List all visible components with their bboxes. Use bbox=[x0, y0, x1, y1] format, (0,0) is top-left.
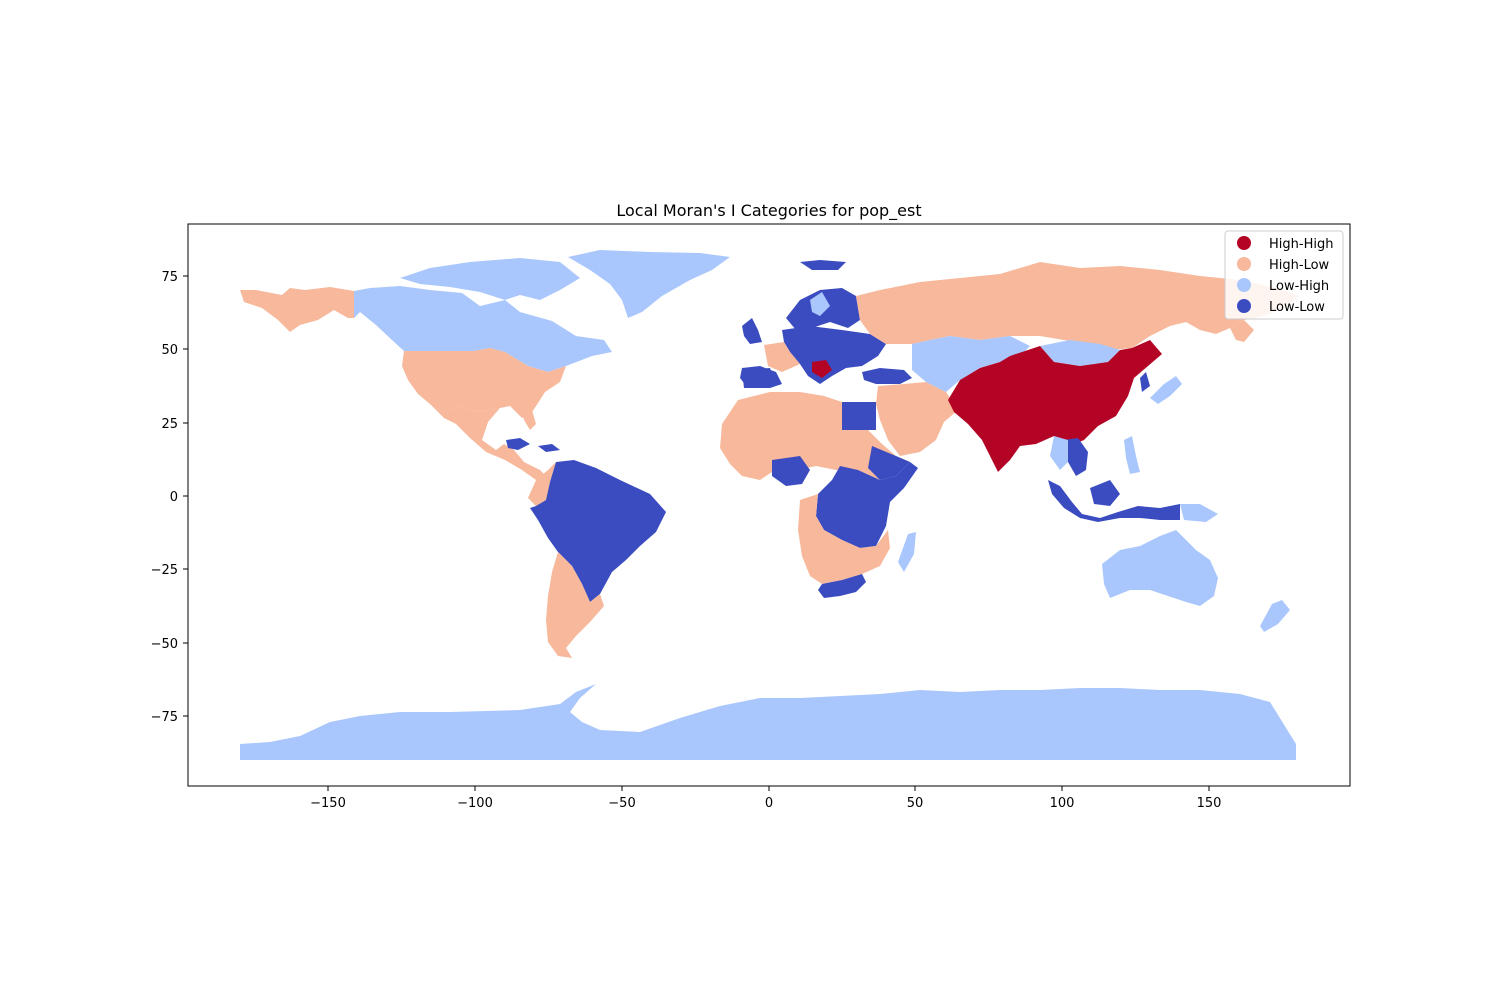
x-tick-label: 100 bbox=[1050, 796, 1075, 811]
region-central-asia bbox=[912, 336, 1030, 392]
region-nigeria bbox=[772, 456, 810, 486]
region-papua bbox=[1180, 504, 1218, 522]
map-title: Local Moran's I Categories for pop_est bbox=[616, 201, 921, 221]
legend-marker-high-low bbox=[1237, 257, 1251, 271]
region-caribbean bbox=[506, 438, 530, 450]
region-egypt bbox=[842, 402, 876, 430]
legend-marker-high-high bbox=[1237, 236, 1251, 250]
region-iberia bbox=[742, 368, 774, 388]
region-thailand bbox=[1050, 436, 1068, 470]
region-caribbean-east bbox=[538, 444, 560, 452]
region-middle-east bbox=[876, 382, 958, 456]
region-russia bbox=[856, 262, 1300, 350]
region-united-states bbox=[402, 348, 566, 418]
region-uk bbox=[742, 318, 762, 344]
region-arctic-islands bbox=[400, 258, 580, 300]
x-tick-label: 150 bbox=[1197, 796, 1222, 811]
region-antarctica bbox=[240, 684, 1296, 760]
region-finland bbox=[810, 292, 830, 316]
region-florida bbox=[522, 410, 536, 430]
region-southern-africa bbox=[798, 494, 890, 584]
region-australia bbox=[1102, 530, 1218, 606]
y-tick-label: 25 bbox=[161, 417, 178, 432]
legend-label-high-high: High-High bbox=[1269, 237, 1333, 252]
region-vietnam-laos bbox=[1064, 438, 1088, 476]
x-tick-label: −50 bbox=[608, 796, 635, 811]
x-axis: −150 −100 −50 0 50 100 150 bbox=[310, 786, 1221, 811]
region-south-america-north bbox=[530, 460, 666, 602]
region-borneo bbox=[1090, 480, 1120, 506]
legend: High-High High-Low Low-High Low-Low bbox=[1224, 230, 1344, 320]
legend-box bbox=[1224, 230, 1344, 320]
region-turkey bbox=[862, 368, 912, 384]
region-philippines bbox=[1124, 436, 1140, 474]
region-south-africa bbox=[818, 574, 866, 598]
region-southern-cone bbox=[546, 552, 604, 658]
region-alaska bbox=[240, 287, 354, 332]
y-tick-label: 0 bbox=[170, 490, 178, 505]
legend-marker-low-high bbox=[1237, 278, 1251, 292]
legend-marker-low-low bbox=[1237, 299, 1251, 313]
x-tick-label: −150 bbox=[310, 796, 346, 811]
region-korea bbox=[1140, 372, 1150, 392]
region-central-east-africa bbox=[816, 462, 918, 548]
x-tick-label: 50 bbox=[907, 796, 924, 811]
legend-label-high-low: High-Low bbox=[1269, 258, 1330, 273]
y-tick-label: −75 bbox=[151, 710, 178, 725]
region-kamchatka bbox=[1230, 320, 1254, 342]
y-tick-label: 75 bbox=[161, 270, 178, 285]
y-tick-label: −25 bbox=[151, 563, 178, 578]
region-north-africa bbox=[720, 392, 910, 480]
region-colombia bbox=[528, 462, 556, 506]
region-balkans bbox=[812, 360, 832, 378]
region-svalbard bbox=[800, 260, 846, 270]
legend-label-low-low: Low-Low bbox=[1269, 300, 1325, 315]
y-tick-label: −50 bbox=[151, 637, 178, 652]
region-horn-of-africa bbox=[868, 446, 910, 480]
region-mongolia bbox=[1040, 340, 1120, 366]
region-madagascar bbox=[898, 532, 916, 572]
region-indonesia bbox=[1048, 480, 1180, 522]
region-new-zealand bbox=[1260, 600, 1290, 632]
x-tick-label: −100 bbox=[457, 796, 493, 811]
legend-label-low-high: Low-High bbox=[1269, 279, 1329, 294]
region-china-india bbox=[948, 340, 1162, 472]
region-canada bbox=[354, 286, 612, 372]
x-tick-label: 0 bbox=[765, 796, 773, 811]
y-tick-label: 50 bbox=[161, 343, 178, 358]
region-france bbox=[764, 342, 800, 372]
region-mexico-central-america bbox=[430, 404, 548, 480]
region-greenland bbox=[568, 250, 730, 318]
map-area bbox=[240, 250, 1300, 760]
y-axis: 75 50 25 0 −25 −50 −75 bbox=[151, 270, 188, 725]
region-japan bbox=[1150, 376, 1182, 404]
region-central-europe bbox=[782, 326, 886, 384]
